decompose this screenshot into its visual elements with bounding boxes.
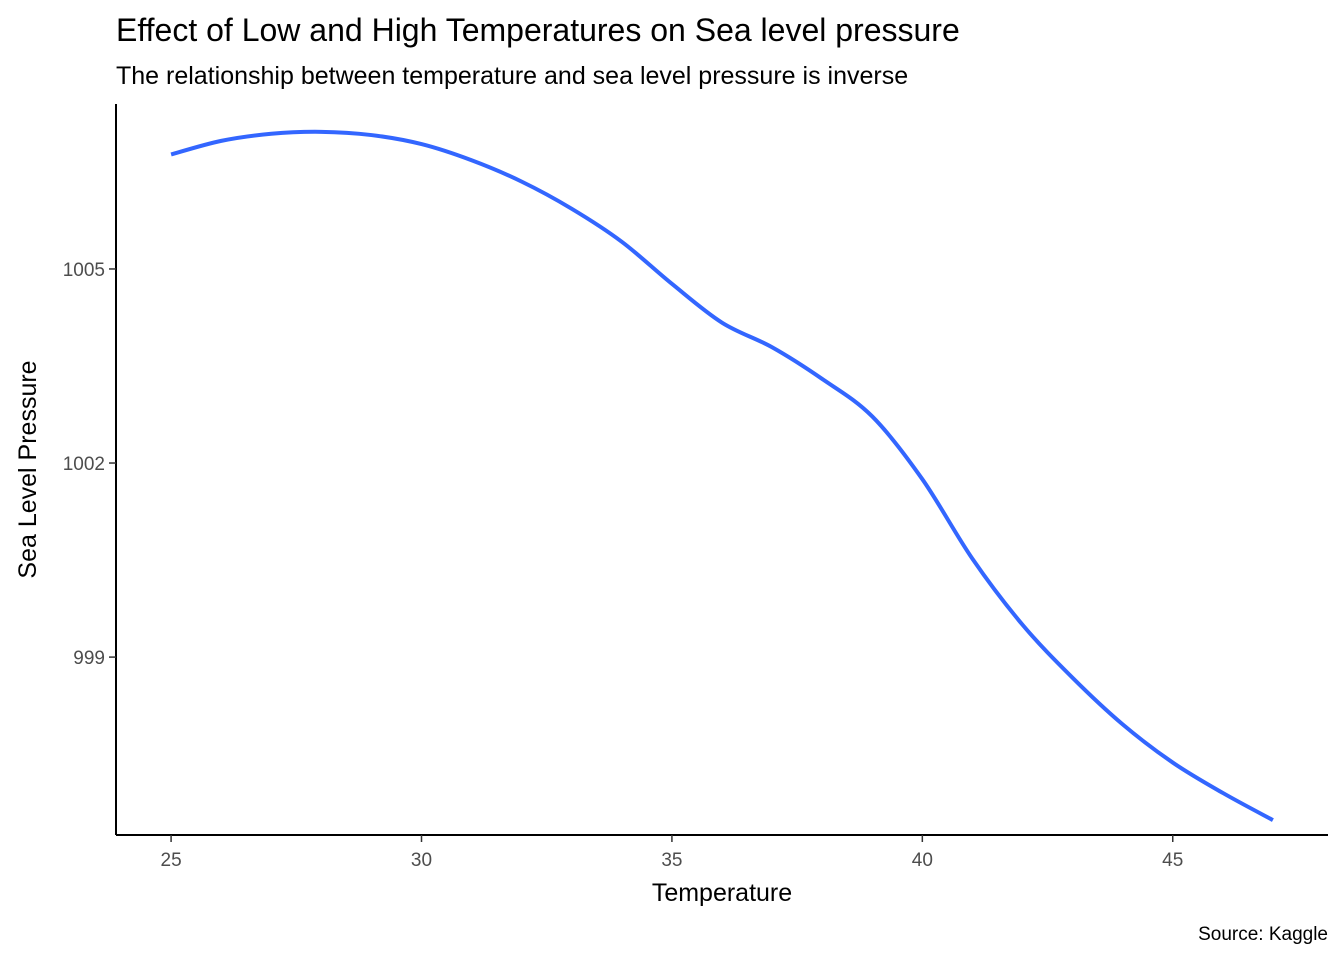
plot-area: 999 1002 1005 25 30 35 40 45	[63, 104, 1328, 871]
y-tick-label: 1005	[63, 260, 105, 281]
x-tick-label: 35	[661, 850, 682, 871]
y-axis-ticks: 999 1002 1005	[63, 260, 116, 669]
x-axis-ticks: 25 30 35 40 45	[161, 835, 1183, 871]
y-tick-label: 999	[73, 648, 105, 669]
series-group	[170, 129, 1274, 822]
x-tick-label: 30	[411, 850, 432, 871]
chart-title: Effect of Low and High Temperatures on S…	[116, 12, 960, 48]
x-tick-label: 45	[1162, 850, 1183, 871]
y-axis-title: Sea Level Pressure	[14, 360, 42, 578]
x-tick-label: 25	[161, 850, 182, 871]
series-line	[170, 129, 1274, 822]
x-tick-label: 40	[912, 850, 933, 871]
x-axis-title: Temperature	[652, 879, 792, 907]
chart-subtitle: The relationship between temperature and…	[116, 62, 908, 90]
y-tick-label: 1002	[63, 454, 105, 475]
chart-caption: Source: Kaggle	[1198, 924, 1328, 945]
